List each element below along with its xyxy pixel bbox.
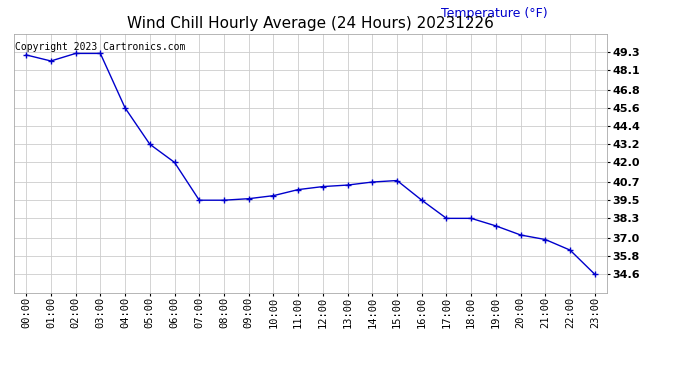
Text: Temperature (°F): Temperature (°F)	[441, 6, 548, 20]
Title: Wind Chill Hourly Average (24 Hours) 20231226: Wind Chill Hourly Average (24 Hours) 202…	[127, 16, 494, 31]
Text: Copyright 2023 Cartronics.com: Copyright 2023 Cartronics.com	[15, 42, 186, 51]
